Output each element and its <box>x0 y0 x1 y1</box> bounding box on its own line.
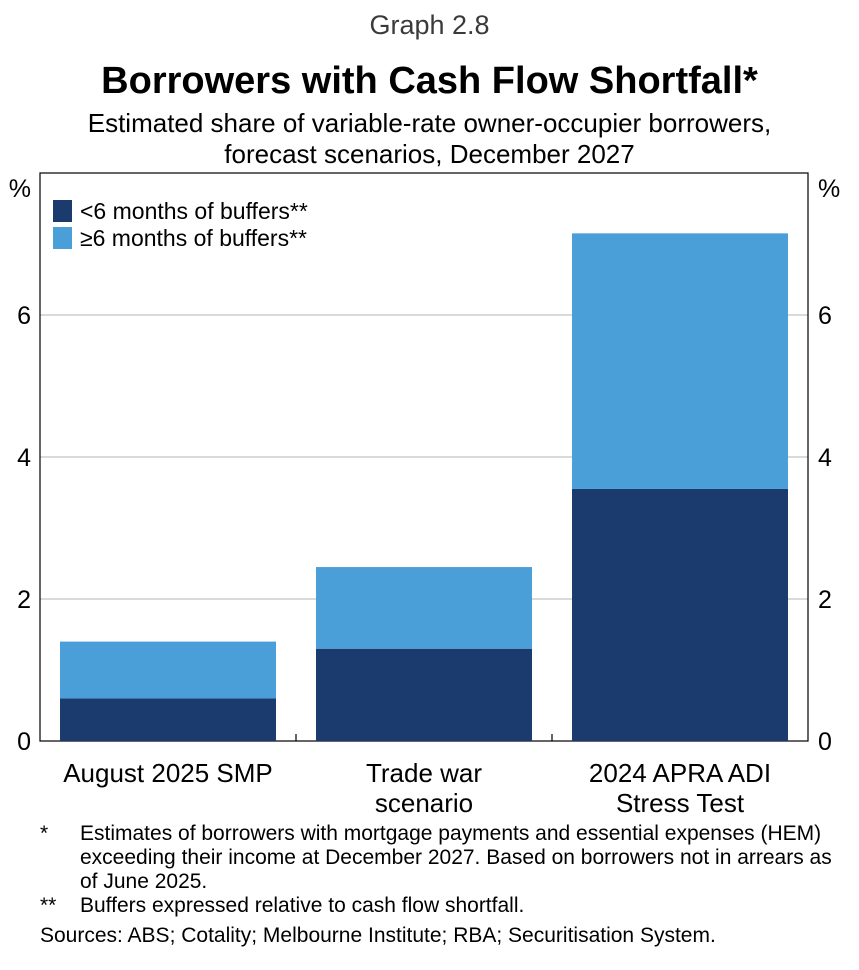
y-tick-label-left: 4 <box>17 444 31 472</box>
bar-lt6-months <box>316 648 532 741</box>
bar-lt6-months <box>572 488 788 741</box>
bar-lt6-months <box>60 698 276 741</box>
x-tick-label: Trade war <box>366 758 482 788</box>
subtitle-line-2: forecast scenarios, December 2027 <box>224 139 635 169</box>
y-unit-right: % <box>818 175 840 203</box>
footnote-2: ** Buffers expressed relative to cash fl… <box>40 894 840 918</box>
graph-number: Graph 2.8 <box>369 10 490 40</box>
legend-swatch <box>53 200 72 222</box>
footnote-text: Estimates of borrowers with mortgage pay… <box>80 822 832 893</box>
x-tick-label: August 2025 SMP <box>63 758 273 788</box>
x-tick-label: scenario <box>375 788 473 818</box>
y-tick-label-right: 6 <box>818 302 832 330</box>
footnote-mark: * <box>40 822 49 845</box>
bar-ge6-months <box>572 233 788 489</box>
subtitle-line-1: Estimated share of variable-rate owner-o… <box>87 108 772 138</box>
chart-subtitle: Estimated share of variable-rate owner-o… <box>0 108 859 170</box>
footnote-text: Buffers expressed relative to cash flow … <box>80 894 525 917</box>
chart-title: Borrowers with Cash Flow Shortfall* <box>101 60 758 102</box>
legend-swatch <box>53 227 72 249</box>
bar-ge6-months <box>60 641 276 699</box>
legend-label: <6 months of buffers** <box>80 198 308 224</box>
y-tick-label-right: 4 <box>818 444 832 472</box>
y-unit-left: % <box>9 175 31 203</box>
y-tick-label-left: 0 <box>17 728 31 756</box>
legend-label: ≥6 months of buffers** <box>80 225 307 251</box>
footnote-mark: ** <box>40 894 57 917</box>
y-tick-label-left: 2 <box>17 586 31 614</box>
y-tick-label-right: 2 <box>818 586 832 614</box>
footnote-1: * Estimates of borrowers with mortgage p… <box>40 822 840 894</box>
y-tick-label-left: 6 <box>17 302 31 330</box>
x-tick-label: 2024 APRA ADI <box>589 758 771 788</box>
bar-ge6-months <box>316 567 532 649</box>
y-tick-label-right: 0 <box>818 728 832 756</box>
footnotes: * Estimates of borrowers with mortgage p… <box>40 822 840 948</box>
sources-note: Sources: ABS; Cotality; Melbourne Instit… <box>40 924 716 947</box>
x-tick-label: Stress Test <box>616 788 745 818</box>
